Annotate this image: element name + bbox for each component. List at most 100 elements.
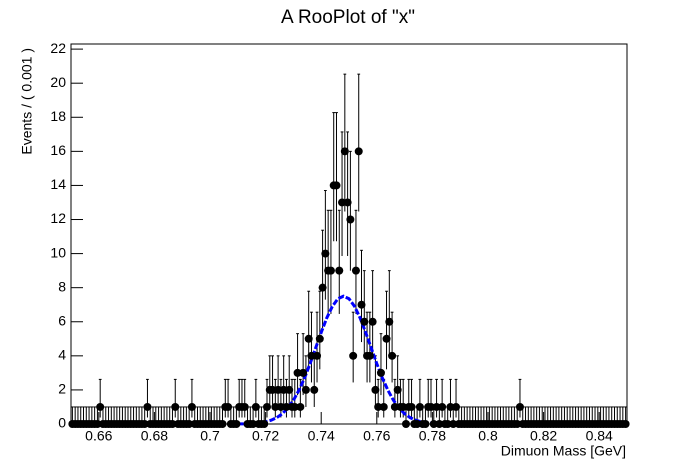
data-point [346,215,355,224]
data-point [338,198,347,207]
data-point [393,385,402,394]
data-point [185,420,194,428]
data-point [307,351,316,360]
data-point [332,181,341,190]
data-point [415,402,424,411]
x-tick-label: 0.72 [252,428,279,444]
x-tick-label: 0.82 [530,428,557,444]
data-point [374,402,383,411]
data-point [449,420,458,428]
data-point [315,334,324,343]
data-point [413,420,422,428]
data-point [96,402,105,411]
data-point [452,402,461,411]
data-point [93,420,102,428]
data-point [304,334,313,343]
data-point [371,385,380,394]
data-point [351,266,360,275]
data-point [282,402,291,411]
x-tick-label: 0.74 [308,428,335,444]
data-point [187,402,196,411]
data-point [438,402,447,411]
data-point [349,351,358,360]
y-tick-label: 0 [58,415,66,431]
y-tick-label: 20 [50,74,66,90]
data-point [296,402,305,411]
data-point [171,402,180,411]
data-point [435,420,444,428]
data-point [421,420,430,428]
x-tick-label: 0.84 [586,428,613,444]
y-tick-label: 16 [50,142,66,158]
data-point [301,385,310,394]
data-point [140,420,149,428]
data-point [376,368,385,377]
y-tick-label: 22 [50,40,66,56]
data-point [232,420,241,428]
data-point [382,334,391,343]
x-tick-label: 0.78 [419,428,446,444]
data-point [357,300,366,309]
y-tick-label: 6 [58,312,66,328]
data-point [271,402,280,411]
data-point [390,402,399,411]
data-point [249,420,258,428]
data-point [335,266,344,275]
data-point [432,402,441,411]
data-point [218,420,227,428]
data-point [427,402,436,411]
data-point [443,420,452,428]
y-tick-label: 12 [50,210,66,226]
data-point [407,402,416,411]
data-point [268,385,277,394]
data-point [368,317,377,326]
data-point [260,420,269,428]
y-tick-label: 8 [58,278,66,294]
y-tick-label: 18 [50,108,66,124]
data-point [321,249,330,258]
y-tick-label: 10 [50,244,66,260]
data-point [326,266,335,275]
data-point [429,420,438,428]
data-point [224,402,233,411]
data-point [143,402,152,411]
y-axis-title: Events / ( 0.001 ) [19,48,35,155]
data-point [379,402,388,411]
x-axis-title: Dimuon Mass [GeV] [501,443,626,459]
x-tick-label: 0.68 [141,428,168,444]
plot-frame [70,43,628,425]
data-point [251,402,260,411]
data-point [274,385,283,394]
fit-curve [237,294,450,426]
data-point [290,402,299,411]
data-point [310,385,319,394]
data-point [446,402,455,411]
x-tick-label: 0.76 [363,428,390,444]
data-point [365,351,374,360]
y-tick-label: 4 [58,347,66,363]
data-point [621,420,630,428]
data-point [513,420,522,428]
data-point [276,402,285,411]
data-point [279,385,288,394]
x-tick-label: 0.66 [85,428,112,444]
data-point [343,198,352,207]
y-tick-label: 14 [50,176,66,192]
data-point [385,317,394,326]
data-point [299,368,308,377]
data-point [168,420,177,428]
data-point [399,402,408,411]
y-tick-label: 2 [58,381,66,397]
data-point [354,147,363,156]
data-point [240,402,249,411]
data-point [388,351,397,360]
x-tick-label: 0.8 [478,428,498,444]
data-point [515,402,524,411]
data-point [340,147,349,156]
data-point [401,420,410,428]
x-tick-label: 0.7 [200,428,220,444]
data-point [313,351,322,360]
data-point [318,283,327,292]
